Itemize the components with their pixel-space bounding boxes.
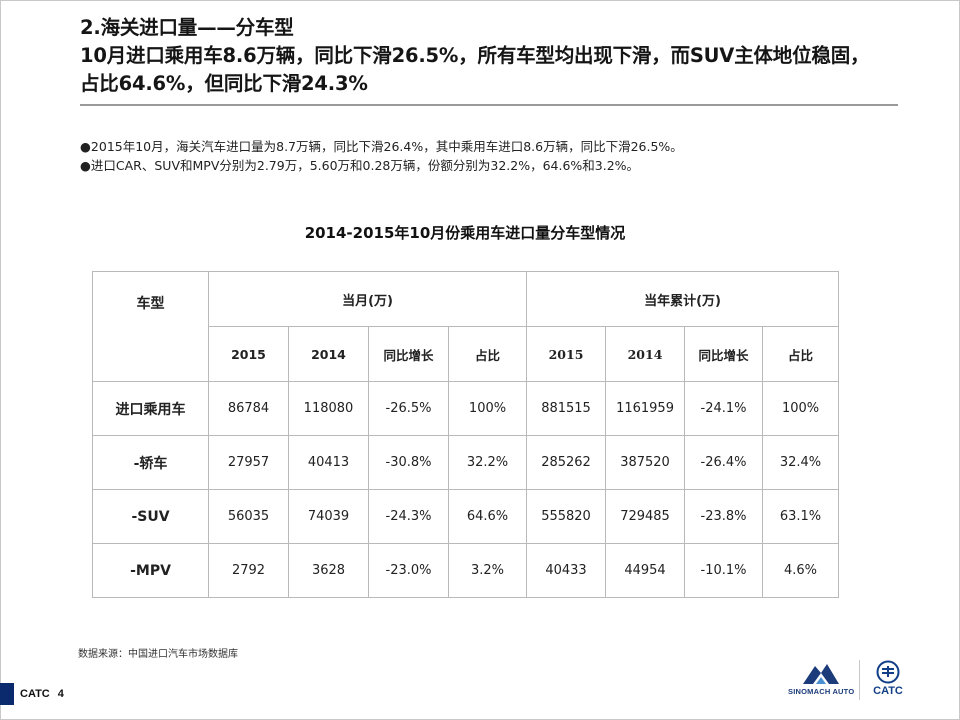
table-cell: -23.8% — [684, 489, 764, 544]
table-cell: 27957 — [208, 435, 289, 490]
row-label: 进口乘用车 — [92, 381, 209, 436]
catc-logo-text: CATC — [873, 685, 903, 697]
table-row: -SUV 56035 74039 -24.3% 64.6% 555820 729… — [92, 489, 840, 544]
table-cell: 881515 — [526, 381, 607, 436]
table-cell: 32.4% — [762, 435, 840, 490]
table-cell: 285262 — [526, 435, 607, 490]
table-cell: -10.1% — [684, 543, 764, 598]
table-cell: -23.0% — [368, 543, 449, 598]
row-label: -轿车 — [92, 435, 209, 490]
sinomach-logo-text: SINOMACH AUTO — [788, 687, 855, 696]
sinomach-logo: SINOMACH AUTO — [788, 660, 854, 702]
table-cell: 118080 — [288, 381, 369, 436]
sub-header: 2014 — [288, 326, 369, 382]
sub-header: 同比增长 — [684, 326, 764, 382]
table-cell: 44954 — [605, 543, 686, 598]
title-line-2: 10月进口乘用车8.6万辆，同比下滑26.5%，所有车型均出现下滑，而SUV主体… — [80, 44, 870, 67]
table-cell: -30.8% — [368, 435, 449, 490]
footer: CATC 4 — [20, 688, 64, 700]
source-note: 数据来源：中国进口汽车市场数据库 — [78, 649, 238, 660]
table-cell: 100% — [447, 381, 528, 436]
table-row: 进口乘用车 86784 118080 -26.5% 100% 881515 11… — [92, 381, 840, 436]
sub-header: 占比 — [762, 326, 840, 382]
bullet-item: ●2015年10月，海关汽车进口量为8.7万辆，同比下滑26.4%，其中乘用车进… — [80, 139, 683, 154]
sub-header: 2015 — [208, 326, 289, 382]
import-table: 车型 当月(万) 当年累计(万) 2015 2014 同比增长 占比 2015 … — [92, 271, 840, 598]
table-cell: 40413 — [288, 435, 369, 490]
table-cell: 64.6% — [447, 489, 528, 544]
table-header-row: 车型 当月(万) 当年累计(万) — [92, 271, 840, 382]
title-line-3: 占比64.6%，但同比下滑24.3% — [80, 72, 368, 95]
catc-logo: CATC — [866, 660, 910, 697]
slide-title: 2.海关进口量——分车型 10月进口乘用车8.6万辆，同比下滑26.5%，所有车… — [80, 14, 950, 98]
table-cell: 4.6% — [762, 543, 840, 598]
table-cell: 86784 — [208, 381, 289, 436]
table-cell: -26.5% — [368, 381, 449, 436]
table-cell: 32.2% — [447, 435, 528, 490]
corner-header: 车型 — [92, 271, 209, 382]
row-label: -MPV — [92, 543, 209, 598]
table-cell: 1161959 — [605, 381, 686, 436]
table-cell: 555820 — [526, 489, 607, 544]
table-cell: 40433 — [526, 543, 607, 598]
page-number: 4 — [57, 688, 64, 700]
table-cell: -24.3% — [368, 489, 449, 544]
table-cell: 3628 — [288, 543, 369, 598]
table-row: -轿车 27957 40413 -30.8% 32.2% 285262 3875… — [92, 435, 840, 490]
table-cell: 2792 — [208, 543, 289, 598]
table-cell: 387520 — [605, 435, 686, 490]
table-cell: 100% — [762, 381, 840, 436]
table-row: -MPV 2792 3628 -23.0% 3.2% 40433 44954 -… — [92, 543, 840, 598]
table-cell: 56035 — [208, 489, 289, 544]
table-subheader-row: 2015 2014 同比增长 占比 2015 2014 同比增长 占比 — [93, 326, 840, 382]
group-header-ytd: 当年累计(万) — [526, 271, 840, 327]
page-marker — [0, 683, 14, 705]
footer-org: CATC — [20, 688, 50, 700]
table-cell: -26.4% — [684, 435, 764, 490]
sub-header: 2014 — [605, 326, 686, 382]
sub-header: 同比增长 — [368, 326, 449, 382]
row-label: -SUV — [92, 489, 209, 544]
title-line-1: 2.海关进口量——分车型 — [80, 16, 294, 39]
catc-emblem-icon — [876, 660, 900, 684]
sub-header: 2015 — [526, 326, 607, 382]
table-cell: 3.2% — [447, 543, 528, 598]
bullet-item: ●进口CAR、SUV和MPV分别为2.79万，5.60万和0.28万辆，份额分别… — [80, 158, 640, 173]
table-title: 2014-2015年10月份乘用车进口量分车型情况 — [304, 224, 626, 242]
table-cell: 63.1% — [762, 489, 840, 544]
table-cell: 729485 — [605, 489, 686, 544]
logo-divider — [859, 660, 860, 700]
title-divider — [80, 104, 898, 106]
group-header-monthly: 当月(万) — [207, 271, 528, 327]
table-cell: -24.1% — [684, 381, 764, 436]
sinomach-mountain-icon — [803, 664, 839, 684]
bullet-list: ●2015年10月，海关汽车进口量为8.7万辆，同比下滑26.4%，其中乘用车进… — [80, 137, 880, 175]
table-cell: 74039 — [288, 489, 369, 544]
sub-header: 占比 — [447, 326, 528, 382]
